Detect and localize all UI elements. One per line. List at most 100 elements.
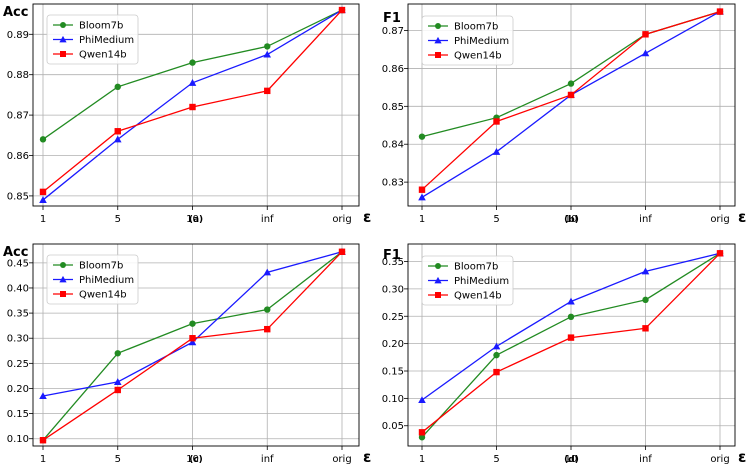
data-point-bloom7b	[493, 351, 500, 359]
data-point-bloom7b	[567, 313, 575, 321]
data-point-bloom7b	[264, 43, 271, 50]
y-tick-label: 0.88	[7, 70, 29, 81]
y-tick-label: 0.20	[382, 339, 404, 350]
x-tick-label: orig	[332, 214, 351, 225]
data-point-bloom7b	[114, 83, 121, 91]
y-tick-label: 0.35	[7, 309, 29, 320]
x-tick-label: 1	[40, 454, 46, 465]
data-point-qwen14b	[39, 188, 47, 196]
panel-caption: (c)	[189, 455, 203, 465]
data-point-phimedium	[39, 196, 47, 203]
data-point-phimedium	[188, 338, 197, 346]
legend-box	[46, 254, 139, 305]
data-point-bloom7b	[567, 80, 575, 87]
y-tick-label: 0.87	[382, 26, 404, 37]
data-point-qwen14b	[716, 8, 724, 15]
legend-marker-phimedium	[59, 35, 67, 43]
y-tick-label: 0.30	[7, 334, 29, 345]
y-tick-label: 0.83	[382, 178, 404, 189]
x-tick-label: inf	[261, 454, 274, 465]
legend-marker-phimedium	[434, 36, 442, 44]
chart-title: Acc	[3, 245, 28, 260]
x-tick-label: 10	[565, 454, 578, 465]
data-point-bloom7b	[39, 136, 47, 143]
y-tick-label: 0.40	[7, 283, 29, 294]
legend-label: Qwen14b	[79, 50, 127, 61]
data-point-phimedium	[418, 396, 426, 404]
legend-box	[46, 14, 139, 65]
data-point-bloom7b	[642, 296, 649, 304]
data-point-qwen14b	[189, 103, 196, 111]
legend-box	[421, 255, 514, 306]
legend-label: Qwen14b	[454, 51, 502, 62]
data-point-phimedium	[188, 78, 197, 86]
data-point-phimedium	[492, 148, 501, 155]
x-axis-label: ε	[738, 448, 746, 466]
y-tick-label: 0.45	[7, 258, 29, 269]
legend-label: Qwen14b	[454, 291, 502, 302]
x-tick-label: 5	[493, 214, 499, 225]
y-tick-label: 0.85	[382, 102, 404, 113]
legend-marker-qwen14b	[60, 291, 66, 297]
data-point-qwen14b	[642, 31, 649, 38]
y-tick-label: 0.85	[7, 191, 29, 202]
data-point-bloom7b	[189, 59, 196, 66]
x-tick-label: 10	[565, 214, 578, 225]
data-point-qwen14b	[716, 250, 724, 257]
data-point-phimedium	[113, 378, 122, 385]
y-tick-label: 0.10	[382, 394, 404, 405]
data-point-phimedium	[113, 135, 122, 143]
legend-label: Bloom7b	[454, 22, 498, 33]
x-tick-label: orig	[710, 454, 729, 465]
data-point-phimedium	[263, 268, 272, 276]
x-tick-label: inf	[639, 454, 652, 465]
data-point-qwen14b	[493, 118, 500, 125]
y-tick-label: 0.86	[7, 151, 29, 162]
x-axis-label: ε	[738, 208, 746, 226]
legend-label: Bloom7b	[79, 21, 123, 32]
legend-label: PhiMedium	[454, 276, 509, 287]
chart-title: F1	[383, 11, 401, 26]
chart-panel-4: 1 5 10 inf orig 0.05 0.10 0.15 0.20 0.25 0.30 0.35 B…	[382, 243, 746, 466]
x-tick-label: 5	[115, 454, 121, 465]
plot-frame	[407, 243, 736, 447]
data-point-phimedium	[567, 297, 575, 305]
data-point-phimedium	[418, 193, 426, 201]
data-point-qwen14b	[567, 91, 575, 99]
x-tick-label: inf	[639, 214, 652, 225]
data-point-phimedium	[263, 50, 272, 58]
data-point-qwen14b	[264, 325, 271, 333]
y-tick-label: 0.25	[382, 312, 404, 323]
legend-marker-bloom7b	[435, 23, 441, 29]
data-point-bloom7b	[264, 306, 271, 313]
y-tick-label: 0.35	[382, 257, 404, 268]
y-tick-label: 0.89	[7, 30, 29, 41]
panel-caption: (d)	[564, 455, 579, 465]
legend-marker-qwen14b	[435, 52, 441, 58]
x-tick-label: 1	[40, 214, 46, 225]
legend-box	[421, 15, 514, 66]
data-point-qwen14b	[189, 335, 196, 342]
data-point-qwen14b	[338, 6, 346, 14]
data-point-bloom7b	[114, 350, 121, 357]
chart-panel-1: 1 5 10 inf orig 0.85 0.86 0.87 0.88 0.89 Bloom7b Ph…	[3, 3, 371, 226]
data-point-qwen14b	[114, 128, 121, 135]
y-tick-label: 0.10	[7, 434, 29, 445]
x-tick-label: 1	[419, 214, 425, 225]
data-point-qwen14b	[418, 186, 426, 193]
legend: Bloom7b PhiMedium Qwen14b	[421, 15, 514, 66]
legend-marker-bloom7b	[60, 22, 66, 28]
y-tick-label: 0.15	[382, 367, 404, 378]
legend-label: Bloom7b	[454, 262, 498, 273]
legend-label: PhiMedium	[454, 36, 509, 47]
x-tick-label: inf	[261, 214, 274, 225]
data-point-phimedium	[641, 49, 650, 57]
data-point-phimedium	[492, 342, 501, 350]
x-tick-label: 10	[186, 454, 199, 465]
legend-marker-qwen14b	[60, 51, 66, 57]
legend: Bloom7b PhiMedium Qwen14b	[46, 254, 139, 305]
legend-marker-phimedium	[434, 276, 442, 284]
panel-caption: (b)	[564, 215, 579, 225]
data-point-qwen14b	[114, 386, 121, 394]
